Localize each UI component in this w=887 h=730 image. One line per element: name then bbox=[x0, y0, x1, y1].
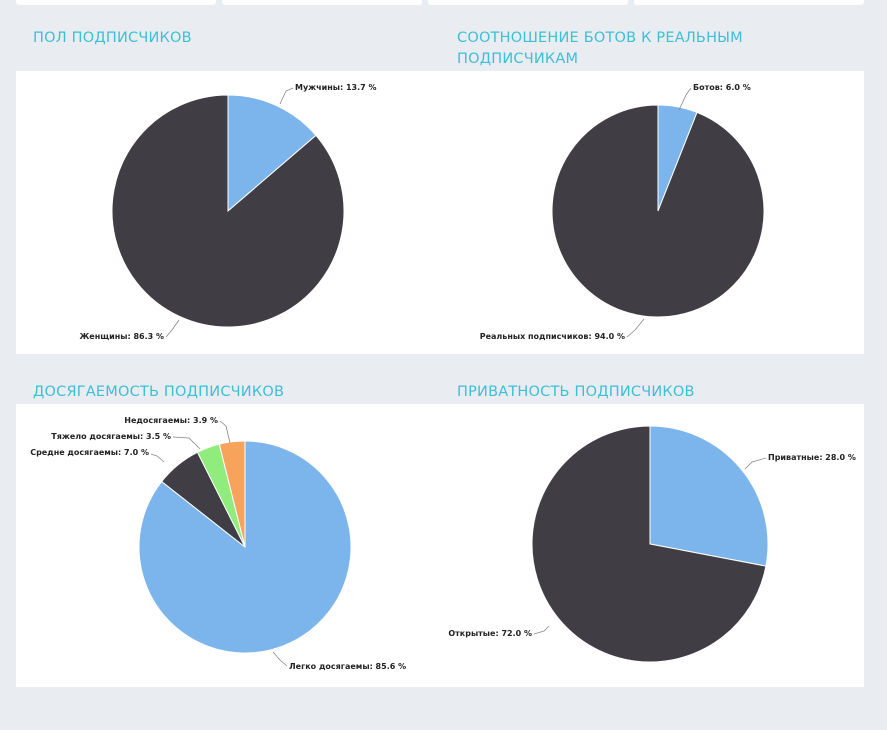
slice-label-2: Средне досягаемы: 7.0 % bbox=[30, 448, 149, 457]
slice-leader-line bbox=[744, 457, 767, 470]
slice-leader-line bbox=[533, 625, 550, 635]
privacy-pie-chart: Приватные: 28.0 % Открытые: 72.0 % bbox=[448, 425, 856, 663]
slice-leader-line bbox=[272, 651, 288, 667]
slice-label-1: Ботов: 6.0 % bbox=[693, 83, 751, 92]
slice-label-3: Тяжело досягаемы: 3.5 % bbox=[51, 432, 171, 441]
slice-label-2: Реальных подписчиков: 94.0 % bbox=[480, 332, 625, 341]
slice-label-2: Открытые: 72.0 % bbox=[448, 629, 532, 638]
reach-chart-card: Легко досягаемы: 85.6 % Средне досягаемы:… bbox=[16, 404, 440, 687]
pie-slice-2[interactable] bbox=[531, 425, 767, 663]
reach-section-title: ДОСЯГАЕМОСТЬ ПОДПИСЧИКОВ bbox=[33, 384, 285, 400]
top-cards-strip bbox=[16, 0, 864, 5]
bots-chart-card: Ботов: 6.0 % Реальных подписчиков: 94.0 % bbox=[440, 71, 864, 354]
gender-pie-chart: Мужчины: 13.7 % Женщины: 86.3 % bbox=[80, 83, 377, 341]
pie-slice-2[interactable] bbox=[551, 104, 765, 318]
pie-slice-4[interactable] bbox=[218, 440, 246, 548]
slice-leader-line bbox=[219, 420, 231, 444]
slice-leader-line bbox=[150, 453, 165, 463]
pie-slice-1[interactable] bbox=[649, 425, 769, 567]
bots-pie-chart: Ботов: 6.0 % Реальных подписчиков: 94.0 % bbox=[480, 83, 765, 341]
slice-leader-line bbox=[279, 87, 294, 105]
pie-slice-2[interactable] bbox=[111, 94, 345, 328]
privacy-section-title: ПРИВАТНОСТЬ ПОДПИСЧИКОВ bbox=[457, 384, 695, 400]
bots-section-title: СООТНОШЕНИЕ БОТОВ К РЕАЛЬНЫМ ПОДПИСЧИКАМ bbox=[457, 30, 743, 67]
reach-pie-chart: Легко досягаемы: 85.6 % Средне досягаемы:… bbox=[30, 416, 406, 671]
slice-leader-line bbox=[165, 319, 180, 338]
slice-label-1: Мужчины: 13.7 % bbox=[295, 83, 377, 92]
slice-leader-line bbox=[172, 436, 201, 450]
gender-section-title: ПОЛ ПОДПИСЧИКОВ bbox=[33, 30, 192, 46]
slice-leader-line bbox=[678, 87, 692, 111]
pie-slice-1[interactable] bbox=[227, 94, 317, 213]
privacy-chart-card: Приватные: 28.0 % Открытые: 72.0 % bbox=[440, 404, 864, 687]
gender-chart-card: Мужчины: 13.7 % Женщины: 86.3 % bbox=[16, 71, 440, 354]
slice-label-1: Приватные: 28.0 % bbox=[768, 453, 856, 462]
slice-label-1: Легко досягаемы: 85.6 % bbox=[289, 662, 406, 671]
slice-label-4: Недосягаемы: 3.9 % bbox=[124, 416, 218, 425]
slice-leader-line bbox=[626, 318, 645, 338]
slice-label-2: Женщины: 86.3 % bbox=[80, 332, 164, 341]
